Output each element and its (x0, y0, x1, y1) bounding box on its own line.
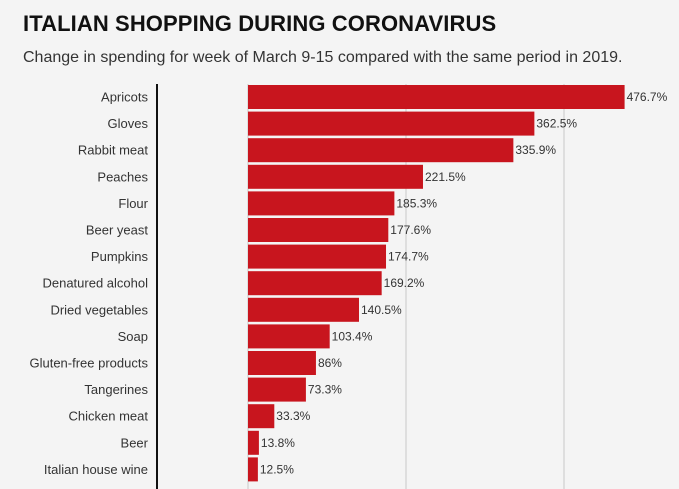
data-label: 335.9% (515, 143, 556, 157)
category-label: Beer (121, 435, 149, 450)
category-label: Pumpkins (91, 249, 149, 264)
bar (248, 191, 395, 216)
bar (248, 430, 259, 455)
category-label: Italian house wine (44, 462, 148, 477)
chart-subtitle: Change in spending for week of March 9-1… (23, 49, 623, 66)
category-label: Dried vegetables (50, 302, 148, 317)
data-label: 12.5% (260, 462, 294, 476)
data-label: 174.7% (388, 250, 429, 264)
bar (248, 404, 275, 429)
value-labels: 476.7% 362.5% 335.9% 221.5% 185.3% 177.6% 174.… (260, 90, 668, 476)
bar (248, 85, 625, 109)
bar (248, 138, 514, 163)
data-label: 362.5% (536, 117, 577, 131)
bars (248, 85, 625, 482)
data-label: 185.3% (396, 196, 437, 210)
data-label: 33.3% (276, 409, 310, 423)
data-label: 476.7% (627, 90, 668, 104)
data-label: 177.6% (390, 223, 431, 237)
category-label: Gloves (108, 116, 149, 131)
bar (248, 457, 258, 482)
bar (248, 324, 330, 349)
category-label: Soap (118, 329, 148, 344)
data-label: 221.5% (425, 170, 466, 184)
data-label: 169.2% (384, 276, 425, 290)
bar (248, 164, 423, 189)
data-label: 140.5% (361, 303, 402, 317)
chart-title: ITALIAN SHOPPING DURING CORONAVIRUS (23, 11, 497, 36)
category-label: Rabbit meat (78, 143, 148, 158)
data-label: 73.3% (308, 383, 342, 397)
category-label: Flour (118, 196, 148, 211)
bar (248, 218, 389, 242)
bar (248, 377, 306, 402)
category-label: Peaches (97, 169, 148, 184)
category-label: Denatured alcohol (42, 276, 148, 291)
bar (248, 297, 359, 322)
category-label: Tangerines (84, 382, 148, 397)
data-label: 13.8% (261, 436, 295, 450)
data-label: 86% (318, 356, 342, 370)
bar (248, 111, 535, 136)
bar (248, 271, 382, 296)
bar (248, 351, 316, 375)
data-label: 103.4% (332, 329, 373, 343)
category-label: Gluten-free products (29, 356, 148, 371)
bar (248, 244, 387, 269)
category-label: Beer yeast (86, 223, 149, 238)
category-labels: Apricots Gloves Rabbit meat Peaches Flour Bee… (29, 90, 148, 477)
category-label: Apricots (101, 90, 148, 105)
category-label: Chicken meat (69, 409, 149, 424)
